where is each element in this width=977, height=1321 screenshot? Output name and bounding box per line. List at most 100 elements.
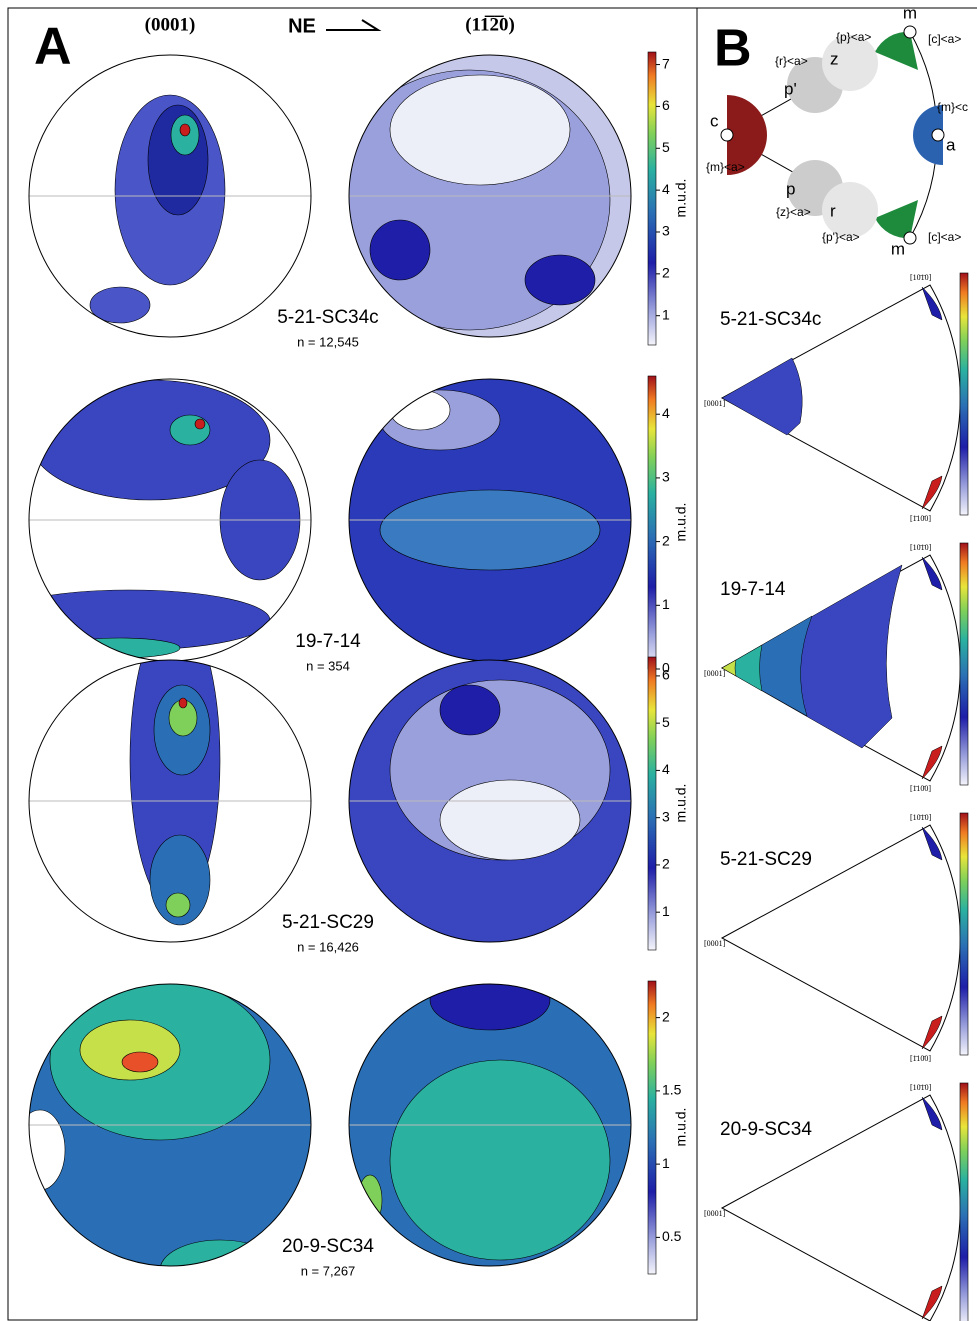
ipf-sample-label: 5-21-SC34c [720, 309, 821, 330]
ipf-sample-label: 20-9-SC34 [720, 1119, 812, 1140]
ipf-contour [921, 475, 943, 510]
colorbar-label: m.u.d. [673, 179, 689, 218]
ipf-corner: [0001] [704, 399, 726, 408]
key-label: {m}<a> [706, 160, 745, 174]
key-sector [822, 182, 878, 238]
ipf-contour [921, 286, 943, 321]
ipf-corner: [0001] [704, 939, 726, 948]
key-sector [822, 35, 878, 91]
contour [178, 697, 188, 709]
panel-label: B [714, 20, 752, 78]
ipf-contour [721, 615, 813, 717]
panel-a-frame [7, 7, 698, 1321]
key-node [903, 231, 917, 245]
colorbar-tick-label: 1 [662, 1155, 670, 1171]
contour [194, 418, 206, 430]
key-sector [875, 200, 918, 239]
colorbar-tick-label: 2 [662, 532, 670, 548]
colorbar-tick-label: 7 [662, 55, 670, 71]
key-label: {p}<a> [836, 30, 871, 44]
colorbar-tick-label: 0.5 [662, 1228, 682, 1244]
contour [179, 123, 191, 137]
sample-count: n = 7,267 [301, 1263, 356, 1278]
colorbar [647, 51, 657, 346]
key-sector [727, 95, 767, 175]
sample-count: n = 16,426 [297, 939, 359, 954]
colorbar-tick-label: 2 [662, 1008, 670, 1024]
ipf-contour [921, 745, 943, 780]
ipf-corner: [1̄10̄0] [910, 784, 931, 793]
colorbar-tick-label: 2 [662, 265, 670, 281]
colorbar-tick-label: 6 [662, 97, 670, 113]
key-node [931, 128, 945, 142]
colorbar-tick-label: 2 [662, 856, 670, 872]
colorbar-tick-label: 4 [662, 181, 670, 197]
colorbar [647, 375, 657, 670]
key-label: [c]<a> [928, 230, 961, 244]
key-label: {p'}<a> [822, 230, 860, 244]
ipf-contour [721, 357, 803, 436]
ipf-corner: [10̄1̄0] [910, 273, 932, 282]
sample-count: n = 354 [306, 658, 350, 673]
contour [165, 892, 191, 918]
ipf-contour [921, 1015, 943, 1050]
key-node [903, 25, 917, 39]
colorbar-tick-label: 6 [662, 667, 670, 683]
contour [369, 219, 431, 281]
sample-label: 5-21-SC29 [282, 912, 374, 933]
direction-label: NE [288, 15, 316, 37]
ipf-contour [921, 1096, 943, 1131]
key-label: p [786, 179, 795, 198]
ipf-corner: [10̄1̄0] [910, 813, 932, 822]
ipf-contour [721, 564, 903, 749]
key-label: [c]<a> [928, 32, 961, 46]
contour [149, 834, 211, 926]
colorbar-tick-label: 3 [662, 808, 670, 824]
ipf-colorbar [959, 1082, 969, 1321]
ipf-contour [921, 556, 943, 591]
contour [169, 414, 211, 446]
contour [389, 74, 571, 186]
ipf-colorbar [959, 272, 969, 516]
key-label: r [830, 201, 836, 220]
colorbar-tick-label: 3 [662, 469, 670, 485]
ipf-corner: [10̄1̄0] [910, 543, 932, 552]
sample-label: 20-9-SC34 [282, 1236, 374, 1257]
colorbar-tick-label: 1.5 [662, 1082, 682, 1098]
key-sector [875, 31, 918, 70]
colorbar-label: m.u.d. [673, 784, 689, 823]
ipf-colorbar [959, 542, 969, 786]
key-label: p' [784, 79, 797, 98]
colorbar [647, 656, 657, 951]
colorbar-tick-label: 1 [662, 306, 670, 322]
colorbar-tick-label: 5 [662, 714, 670, 730]
key-label: m [903, 3, 917, 22]
panel-label: A [34, 18, 72, 76]
ipf-corner: [0001] [704, 669, 726, 678]
contour [389, 389, 451, 431]
ipf-corner: [0001] [704, 1209, 726, 1218]
colorbar-tick-label: 3 [662, 223, 670, 239]
ipf-corner: [1̄10̄0] [910, 514, 931, 523]
ipf-key: m [c]<a> {p}<a> z {r}<a> p' c {m}<a> a {… [706, 3, 968, 258]
key-sector [913, 105, 943, 165]
column-title: (11̅2̅0) [465, 14, 515, 35]
contour [379, 489, 601, 571]
ipf-sample-label: 5-21-SC29 [720, 849, 812, 870]
ipf-contour [921, 826, 943, 861]
column-title: (0001) [145, 14, 196, 35]
contour [29, 1109, 66, 1191]
ipf-contour [921, 1285, 943, 1320]
colorbar-tick-label: 4 [662, 405, 670, 421]
contour [159, 1239, 281, 1266]
sample-label: 5-21-SC34c [277, 307, 378, 328]
ipf-colorbar [959, 812, 969, 1056]
ipf-sample-label: 19-7-14 [720, 579, 786, 600]
sample-label: 19-7-14 [295, 631, 361, 652]
primitive-circle [348, 983, 632, 1267]
colorbar-tick-label: 5 [662, 139, 670, 155]
direction-arrow [326, 19, 382, 31]
colorbar-tick-label: 4 [662, 761, 670, 777]
contour [439, 684, 501, 736]
